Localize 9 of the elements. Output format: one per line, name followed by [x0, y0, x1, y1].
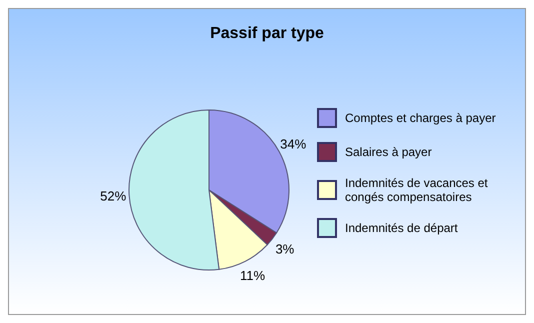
- legend-label: Indemnités de départ: [345, 221, 458, 235]
- data-label: 11%: [240, 268, 266, 284]
- legend-label: Indemnités de vacances et congés compensatoires: [345, 176, 489, 204]
- chart-title: Passif par type: [209, 24, 325, 44]
- legend-label: Salaires à payer: [345, 145, 432, 159]
- data-label: 3%: [275, 241, 295, 256]
- data-label: 34%: [280, 136, 307, 152]
- data-label: 52%: [100, 188, 127, 204]
- legend-label: Comptes et charges à payer: [345, 111, 496, 125]
